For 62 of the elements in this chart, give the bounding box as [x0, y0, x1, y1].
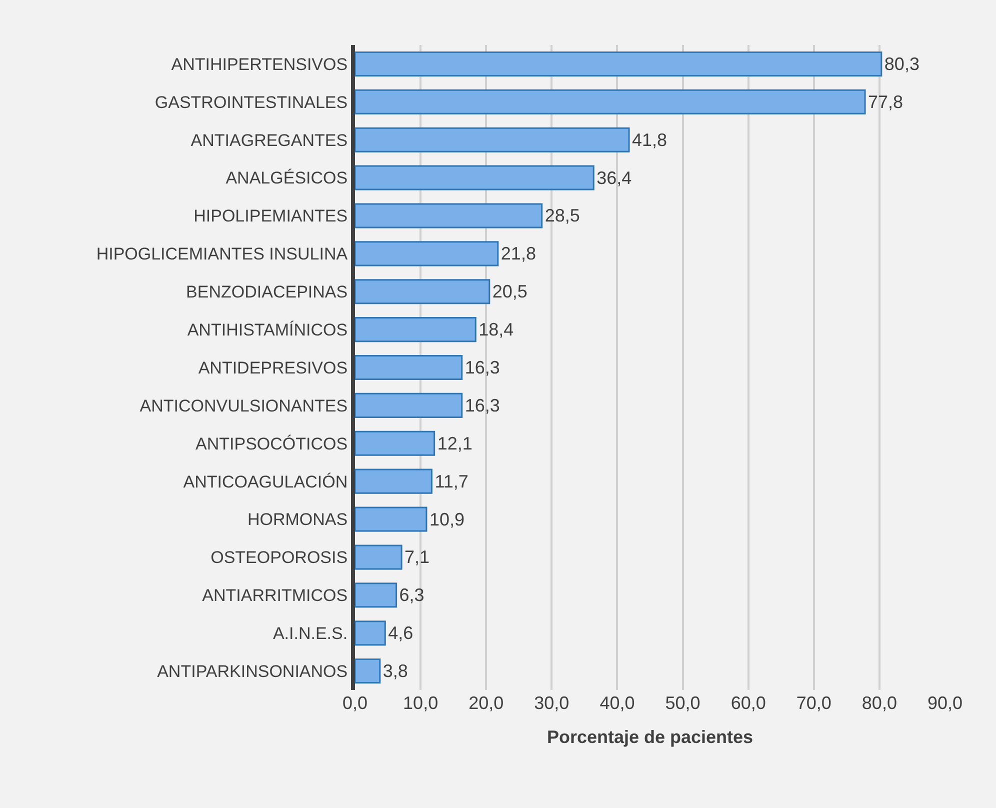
bar — [355, 620, 386, 646]
data-label: 11,7 — [434, 471, 468, 492]
bar — [355, 203, 543, 228]
x-tick-label: 20,0 — [468, 693, 504, 713]
data-label: 7,1 — [404, 547, 430, 568]
data-label: 80,3 — [884, 54, 920, 74]
x-tick-label: 0,0 — [342, 693, 368, 713]
bar — [355, 89, 866, 114]
bar — [355, 468, 432, 494]
y-tick-label: ANTIHISTAMÍNICOS — [187, 320, 348, 340]
bar — [355, 51, 882, 76]
bar — [355, 127, 630, 152]
y-tick-label: ANTIARRITMICOS — [202, 586, 348, 606]
y-tick-label: ANTIPSOCÓTICOS — [196, 434, 348, 454]
y-tick-label: A.I.N.E.S. — [272, 624, 348, 644]
data-label: 28,5 — [544, 206, 580, 226]
y-tick-label: ANTIHIPERTENSIVOS — [171, 54, 348, 74]
x-tick-label: 50,0 — [665, 693, 700, 713]
y-tick-label: OSTEOPOROSIS — [210, 548, 348, 568]
data-label: 4,6 — [388, 623, 414, 644]
data-label: 16,3 — [464, 395, 500, 416]
data-label: 18,4 — [478, 320, 514, 340]
bar — [355, 582, 398, 608]
data-label: 36,4 — [596, 168, 632, 188]
x-axis-title: Porcentaje de pacientes — [546, 727, 754, 748]
data-label: 12,1 — [437, 433, 472, 454]
bar — [355, 165, 594, 190]
bar — [355, 354, 463, 380]
bar — [355, 658, 381, 684]
bar — [355, 544, 402, 570]
data-label: 77,8 — [868, 92, 904, 112]
y-tick-label: HIPOLIPEMIANTES — [194, 206, 348, 226]
data-label: 10,9 — [429, 509, 465, 530]
y-tick-label: ANTIAGREGANTES — [190, 130, 348, 150]
data-label: 20,5 — [492, 282, 528, 302]
y-tick-label: ANALGÉSICOS — [226, 168, 348, 188]
x-tick-label: 70,0 — [796, 693, 832, 713]
x-tick-label: 90,0 — [927, 693, 963, 713]
x-tick-label: 10,0 — [403, 693, 438, 713]
x-tick-label: 60,0 — [730, 693, 766, 713]
data-label: 16,3 — [464, 358, 500, 378]
x-tick-label: 30,0 — [534, 693, 570, 713]
y-tick-label: ANTICOAGULACIÓN — [183, 472, 348, 492]
data-label: 6,3 — [399, 585, 424, 606]
bar — [355, 317, 476, 342]
y-tick-label: BENZODIACEPINAS — [186, 282, 348, 302]
y-tick-label: HORMONAS — [247, 510, 348, 530]
y-tick-label: ANTIPARKINSONIANOS — [157, 662, 348, 681]
x-tick-label: 40,0 — [600, 693, 635, 713]
data-label: 3,8 — [382, 661, 408, 682]
bar — [355, 430, 436, 456]
bar — [355, 506, 428, 532]
x-tick-label: 80,0 — [862, 693, 897, 713]
data-label: 21,8 — [500, 244, 536, 264]
y-tick-label: ANTIDEPRESIVOS — [198, 358, 348, 378]
y-tick-label: GASTROINTESTINALES — [154, 92, 348, 112]
bar — [355, 241, 499, 266]
data-label: 41,8 — [632, 130, 668, 150]
y-tick-label: ANTICONVULSIONANTES — [140, 396, 348, 416]
y-tick-label: HIPOGLICEMIANTES INSULINA — [96, 244, 348, 264]
bar — [355, 392, 463, 418]
bar — [355, 279, 490, 304]
